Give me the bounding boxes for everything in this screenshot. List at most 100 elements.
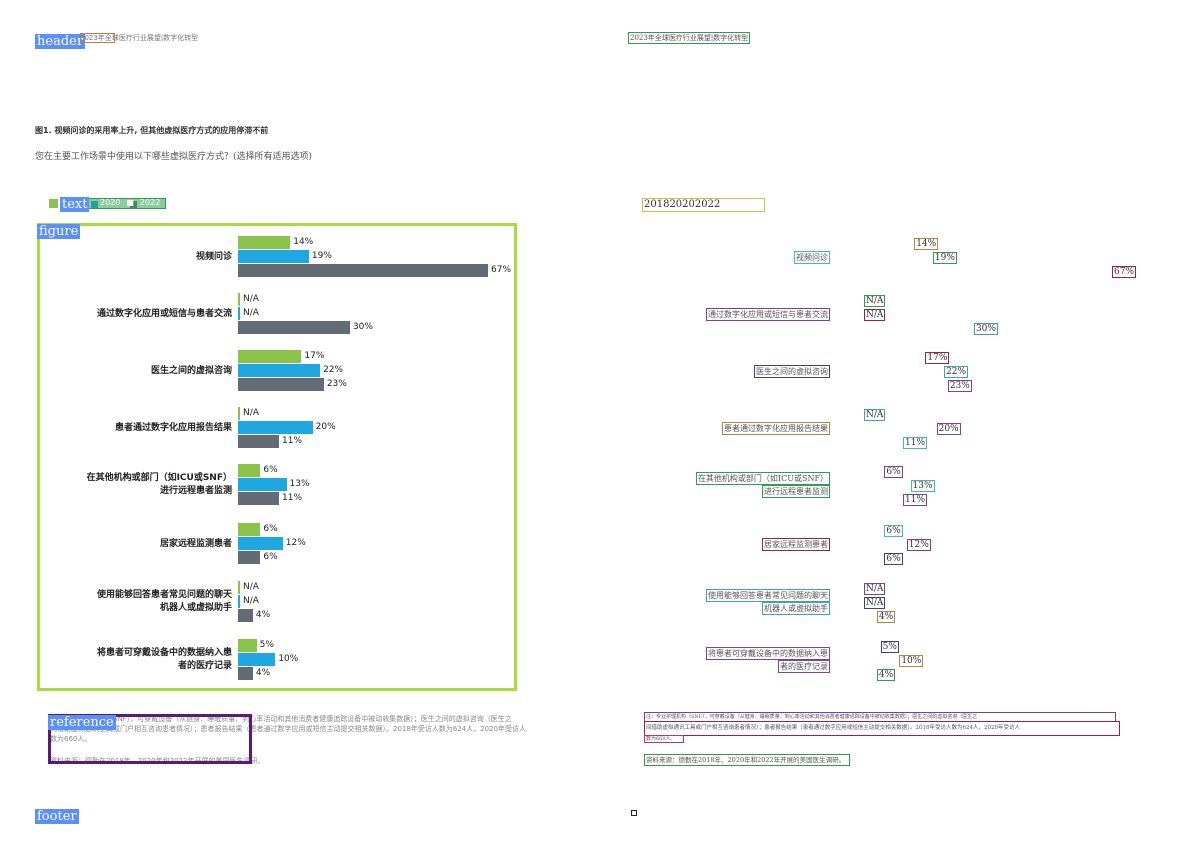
category-label: 视频问诊 [196, 251, 232, 264]
bar-2018 [238, 523, 261, 536]
data-label: 6% [263, 552, 278, 562]
data-label: 67% [491, 265, 512, 275]
ocr-reference-source: 资料来源：德勤在2018年、2020年和2022年开展的美国医生调研。 [644, 754, 850, 766]
header-layout-tag: header [35, 34, 86, 49]
data-label: 23% [326, 379, 347, 389]
data-label: 14% [293, 237, 314, 247]
ocr-footer-marker [631, 810, 637, 816]
bar-2022 [238, 609, 253, 622]
category-label-line: 者的医疗记录 [177, 661, 232, 671]
category-label: 居家远程监测患者 [160, 538, 232, 551]
ocr-data-label: 13% [910, 480, 935, 492]
bar-2020 [238, 421, 313, 434]
data-label: 12% [285, 538, 306, 548]
legend-text-2022: 2022 [139, 198, 161, 207]
category-label: 在其他机构或部门（如ICU或SNF） 进行远程患者监测 [87, 472, 232, 498]
category-label: 医生之间的虚拟咨询 [151, 365, 232, 378]
data-label: 30% [352, 322, 373, 332]
ocr-data-label: N/A [864, 409, 886, 421]
reference-region-box [48, 714, 252, 764]
ocr-data-label: 30% [973, 323, 998, 335]
legend-text-2020: 2020 [100, 198, 121, 207]
bar-2018 [238, 293, 240, 306]
bar-2022 [238, 264, 488, 277]
bar-2022 [238, 321, 350, 334]
ocr-category-label: 医生之间的虚拟咨询 [754, 364, 830, 378]
data-label: 6% [263, 465, 278, 475]
data-label: 4% [255, 668, 271, 678]
bar-2022 [238, 378, 324, 391]
bar-2018 [238, 236, 291, 249]
ocr-data-label: 11% [903, 494, 928, 506]
category-label: 通过数字化应用或短信与患者交流 [97, 308, 232, 321]
header-region-box [80, 33, 115, 43]
ocr-data-label: 20% [936, 423, 961, 435]
category-label-line: 进行远程患者监测 [159, 486, 232, 496]
data-label: 4% [255, 610, 271, 620]
ocr-visualization: 2023年全球医疗行业展望|数字化转型 201820202022 视频问诊 14%… [596, 0, 1192, 842]
bar-2022 [238, 435, 280, 448]
survey-question: 您在主要工作场景中使用以下哪些虚拟医疗方式？(选择所有适用选项) [35, 152, 313, 162]
bar-2020 [238, 250, 309, 263]
bar-2022 [238, 667, 253, 680]
ocr-data-label: 4% [876, 669, 896, 681]
category-label: 将患者可穿戴设备中的数据纳入患者的医疗记录 [97, 647, 232, 673]
bar-2020 [238, 307, 240, 320]
text-layout-tag: text [60, 197, 90, 212]
bar-2018 [238, 350, 302, 363]
category-label-line: 将患者可穿戴设备中的数据纳入患 [96, 648, 232, 658]
ocr-data-label: N/A [864, 583, 886, 595]
ocr-header: 2023年全球医疗行业展望|数字化转型 [628, 32, 751, 44]
ocr-category-label: 视频问诊 [794, 250, 830, 264]
figure-layout-tag: figure [37, 224, 81, 239]
ocr-category-label: 进行远程患者监测 [762, 485, 830, 498]
bar-2020 [238, 537, 283, 550]
bar-2018 [238, 639, 257, 652]
data-label: 11% [282, 436, 303, 446]
ocr-legend: 201820202022 [642, 198, 765, 212]
ocr-data-label: 10% [899, 655, 924, 667]
header-text: 2023年全球医疗行业展望|数字化转型 [80, 34, 199, 42]
reference-line-3: 数为660人。 [50, 735, 92, 743]
data-label: 19% [311, 251, 332, 261]
legend-swatch-2018 [49, 199, 58, 208]
ocr-category-label: 居家远程监测患者 [762, 537, 830, 551]
ocr-category-label: 通过数字化应用或短信与患者交流 [706, 307, 830, 321]
bar-2020 [238, 595, 240, 608]
footer-layout-tag: footer [35, 809, 79, 824]
ocr-data-label: 6% [884, 466, 903, 478]
category-label-line: 在其他机构或部门（如ICU或SNF） [86, 473, 232, 483]
category-label-line: 使用能够回答患者常见问题的聊天 [96, 590, 232, 600]
category-label-line: 机器人或虚拟助手 [159, 603, 232, 613]
bar-2018 [238, 407, 240, 420]
data-label: 22% [323, 365, 344, 375]
data-label: 6% [263, 524, 278, 534]
ocr-data-label: 67% [1112, 266, 1137, 278]
data-label: 5% [259, 640, 274, 650]
ocr-data-label: N/A [864, 597, 886, 609]
ocr-data-label: N/A [864, 309, 886, 321]
category-label: 使用能够回答患者常见问题的聊天机器人或虚拟助手 [97, 589, 232, 615]
bar-2018 [238, 581, 240, 594]
bar-2022 [238, 551, 261, 564]
reference-line-1: 注：专业护理机构（SNF），可穿戴设备（从健身、睡眠质量、到心率活动和其他消费者… [50, 715, 512, 723]
ocr-category-label: 使用能够回答患者常见问题的聊天 [706, 589, 830, 602]
reference-line-2: 间借助虚拟通讯工具或门户相互咨询患者情况）；患者报告结果（患者通过数字应用或短信… [50, 725, 526, 733]
bar-2020 [238, 478, 287, 491]
ocr-data-label: 11% [903, 437, 928, 449]
ocr-data-label: 4% [876, 611, 896, 623]
bar-2020 [238, 653, 276, 666]
ocr-category-label: 者的医疗记录 [778, 660, 830, 673]
data-label: N/A [243, 582, 259, 592]
ocr-data-label: 19% [932, 252, 957, 264]
ocr-category-label: 将患者可穿戴设备中的数据纳入患 [706, 647, 830, 660]
figure-title: 图1. 视频问诊的采用率上升, 但其他虚拟医疗方式的应用停滞不前 [35, 126, 269, 135]
data-label: N/A [243, 308, 259, 318]
category-label-line: 医生之间的虚拟咨询 [150, 365, 232, 376]
ocr-data-label: N/A [864, 295, 886, 307]
bar-2022 [238, 492, 280, 505]
ocr-data-label: 23% [947, 380, 972, 392]
ocr-data-label: 22% [944, 366, 969, 378]
bar-chart: 视频问诊 14% 19% 67% 通过数字化应用或短信与患者交流 N/A N/A 30% 医生之… [87, 236, 512, 680]
category-label-line: 居家远程监测患者 [159, 538, 232, 549]
